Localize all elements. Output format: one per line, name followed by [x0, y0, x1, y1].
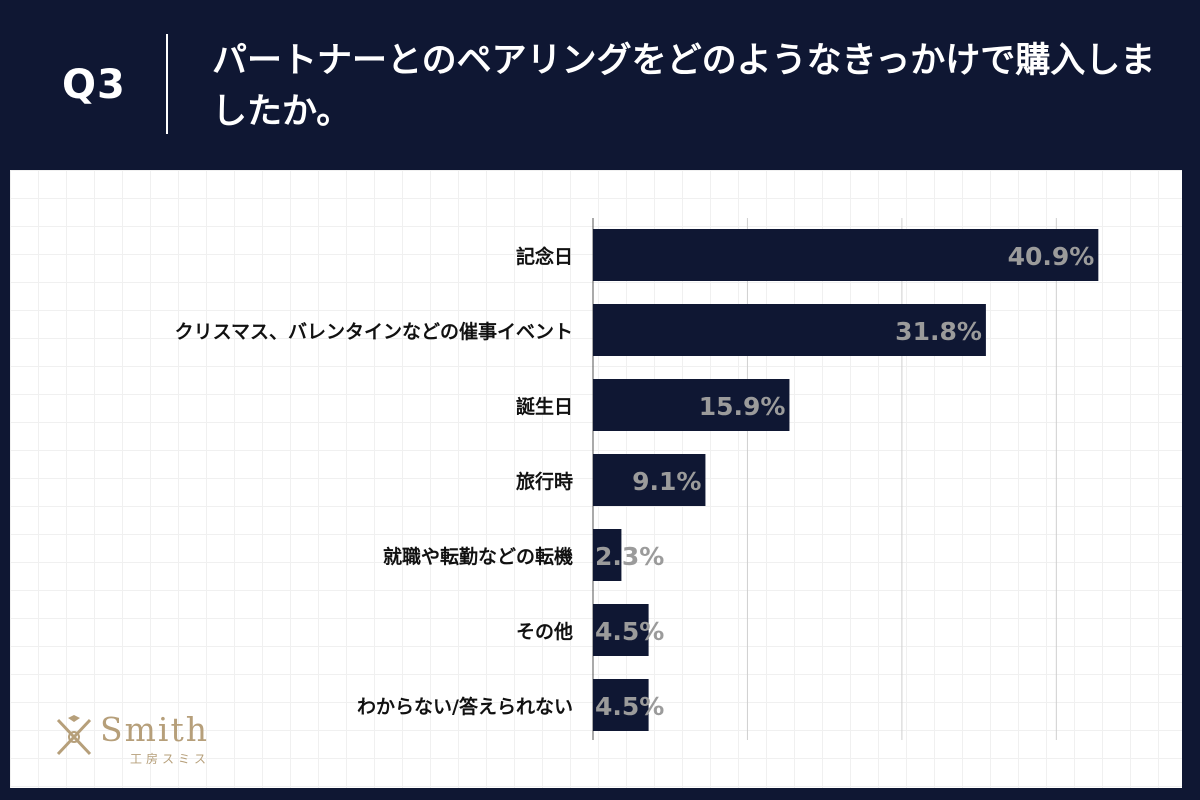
value-label: 9.1% — [632, 467, 701, 496]
bar — [593, 229, 1099, 281]
category-label: 旅行時 — [516, 470, 573, 493]
value-label: 40.9% — [1008, 242, 1095, 271]
category-label: わからない/答えられない — [357, 695, 573, 718]
value-label: 2.3% — [595, 542, 664, 571]
category-label: クリスマス、バレンタインなどの催事イベント — [175, 320, 573, 343]
value-label: 4.5% — [595, 617, 664, 646]
bar — [593, 529, 622, 581]
logo-wordmark: Smith — [100, 710, 209, 749]
category-label: その他 — [516, 620, 573, 643]
crossed-tools-icon — [56, 715, 92, 756]
category-label: 誕生日 — [516, 395, 573, 418]
question-number: Q3 — [62, 62, 126, 108]
header: Q3 パートナーとのペアリングをどのようなきっかけで購入しましたか。 — [0, 0, 1200, 170]
header-divider — [166, 34, 168, 134]
bar — [593, 604, 649, 656]
bar-chart: 記念日 40.9% クリスマス、バレンタインなどの催事イベント 31.8% 誕生日 15.… — [175, 218, 1099, 740]
smith-logo: Smith 工房スミス — [50, 708, 240, 768]
value-label: 31.8% — [895, 317, 982, 346]
value-label: 15.9% — [699, 392, 786, 421]
bar — [593, 454, 706, 506]
chart-panel: 記念日 40.9% クリスマス、バレンタインなどの催事イベント 31.8% 誕生日 15.… — [10, 170, 1182, 788]
bar — [593, 379, 790, 431]
question-title: パートナーとのペアリングをどのようなきっかけで購入しましたか。 — [212, 41, 1156, 132]
category-label: 記念日 — [516, 245, 573, 268]
category-label: 就職や転勤などの転機 — [383, 545, 573, 568]
bar — [593, 304, 986, 356]
logo-subtitle: 工房スミス — [130, 752, 211, 766]
value-label: 4.5% — [595, 692, 664, 721]
bar — [593, 679, 649, 731]
